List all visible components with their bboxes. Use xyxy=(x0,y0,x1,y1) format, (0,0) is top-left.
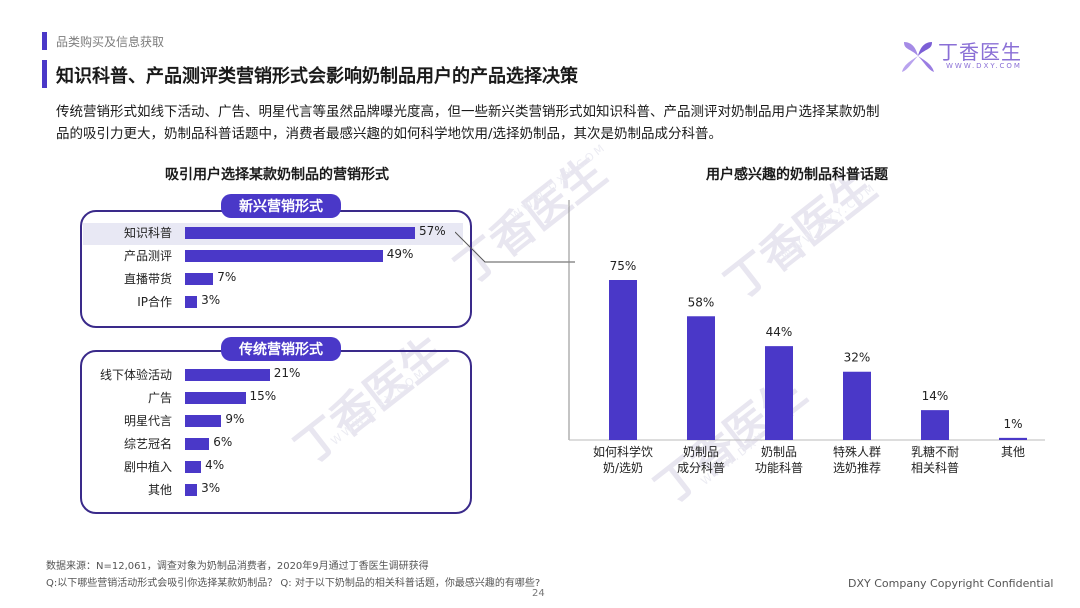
left-chart-value-label: 21% xyxy=(273,366,301,380)
left-chart-title: 吸引用户选择某款奶制品的营销形式 xyxy=(165,167,389,183)
right-chart-value-label: 1% xyxy=(1003,417,1022,431)
right-chart-category-label: 奶制品功能科普 xyxy=(755,445,803,475)
left-chart-bar xyxy=(185,461,202,473)
left-chart-value-label: 3% xyxy=(201,293,221,307)
left-chart-value-label: 49% xyxy=(386,247,414,261)
right-chart-svg: 75% 如何科学饮奶/选奶 58% 奶制品成分科普 44% 奶制品功能科普 32% 特殊人群选… xyxy=(568,200,1045,475)
right-chart-bar xyxy=(999,437,1027,440)
title-accent-bar xyxy=(42,60,47,88)
right-chart-bar xyxy=(609,280,637,440)
right-chart-value-label: 75% xyxy=(610,259,637,273)
left-chart-value-label: 57% xyxy=(419,224,446,238)
left-chart-category-label: 明星代言 xyxy=(123,414,172,428)
logo-subtext: WWW.DXY.COM xyxy=(946,62,1022,70)
left-chart-bar xyxy=(185,484,198,496)
left-chart-value-label: 6% xyxy=(213,435,233,449)
left-chart-category-label: 直播带货 xyxy=(123,272,172,286)
page-number: 24 xyxy=(532,588,545,599)
right-chart-value-label: 32% xyxy=(844,351,871,365)
summary-text: 传统营销形式如线下活动、广告、明星代言等虽然品牌曝光度高，但一些新兴类营销形式如… xyxy=(56,101,1036,145)
left-chart-category-label: IP合作 xyxy=(137,295,172,309)
traditional-bars: 线下体验活动 21% 广告 15% 明星代言 9% 综艺冠名 6% 剧中植入 4% 其他 3% xyxy=(90,366,460,506)
right-chart-value-label: 14% xyxy=(922,389,949,403)
right-chart-bar xyxy=(765,346,793,440)
left-chart-category-label: 综艺冠名 xyxy=(123,437,172,451)
summary-line-1: 传统营销形式如线下活动、广告、明星代言等虽然品牌曝光度高，但一些新兴类营销形式如… xyxy=(56,104,880,120)
left-chart-value-label: 15% xyxy=(249,389,277,403)
connector-line xyxy=(455,231,575,263)
left-chart-category-label: 知识科普 xyxy=(123,226,172,240)
left-chart-bar xyxy=(185,415,222,427)
right-chart-category-label: 其他 xyxy=(1001,445,1025,459)
data-source-note: 数据来源：N=12,061，调查对象为奶制品消费者，2020年9月通过丁香医生调… xyxy=(46,561,429,572)
page-title: 知识科普、产品测评类营销形式会影响奶制品用户的产品选择决策 xyxy=(56,66,578,87)
left-chart-bar xyxy=(185,438,210,450)
logo-text: 丁香医生 xyxy=(938,40,1022,64)
left-chart-bar xyxy=(185,392,246,404)
right-chart-bar xyxy=(843,371,871,440)
right-chart-category-label: 乳糖不耐相关科普 xyxy=(911,444,959,475)
copyright-text: DXY Company Copyright Confidential xyxy=(848,577,1054,590)
right-chart-bar xyxy=(687,316,715,440)
left-chart-bar xyxy=(185,273,214,285)
summary-line-2: 品的吸引力更大，奶制品科普话题中，消费者最感兴趣的如何科学地饮用/选择奶制品，其… xyxy=(56,126,723,142)
left-chart-bar xyxy=(185,296,198,308)
breadcrumb-accent-bar xyxy=(42,32,47,50)
left-chart-value-label: 7% xyxy=(217,270,237,284)
right-chart-category-label: 特殊人群选奶推荐 xyxy=(833,444,881,475)
left-chart-value-label: 3% xyxy=(201,481,221,495)
brand-logo: 丁香医生 WWW.DXY.COM xyxy=(900,34,1040,76)
right-chart-bar xyxy=(921,410,949,440)
survey-question-note: Q:以下哪些营销活动形式会吸引你选择某款奶制品？ Q: 对于以下奶制品的相关科普… xyxy=(46,578,541,589)
right-chart-category-label: 奶制品成分科普 xyxy=(677,445,725,475)
left-chart-category-label: 线下体验活动 xyxy=(99,368,172,382)
traditional-group-label: 传统营销形式 xyxy=(221,337,341,361)
left-chart-bar xyxy=(185,227,415,239)
left-chart-category-label: 产品测评 xyxy=(123,249,172,263)
left-chart-bar xyxy=(185,369,270,381)
left-chart-bar xyxy=(185,250,383,262)
left-chart-value-label: 4% xyxy=(205,458,225,472)
left-chart-value-label: 9% xyxy=(225,412,245,426)
right-chart-value-label: 58% xyxy=(688,295,715,309)
left-chart-category-label: 剧中植入 xyxy=(123,460,172,474)
right-chart-title: 用户感兴趣的奶制品科普话题 xyxy=(706,167,888,183)
right-chart-category-label: 如何科学饮奶/选奶 xyxy=(593,444,653,475)
emerging-bars: 知识科普 57% 产品测评 49% 直播带货 7% IP合作 3% xyxy=(90,224,460,320)
right-chart-value-label: 44% xyxy=(766,325,793,339)
left-chart-category-label: 广告 xyxy=(147,391,172,405)
left-chart-category-label: 其他 xyxy=(147,483,172,497)
breadcrumb: 品类购买及信息获取 xyxy=(56,35,165,49)
emerging-group-label: 新兴营销形式 xyxy=(221,194,341,218)
flower-logo-icon xyxy=(902,42,934,72)
